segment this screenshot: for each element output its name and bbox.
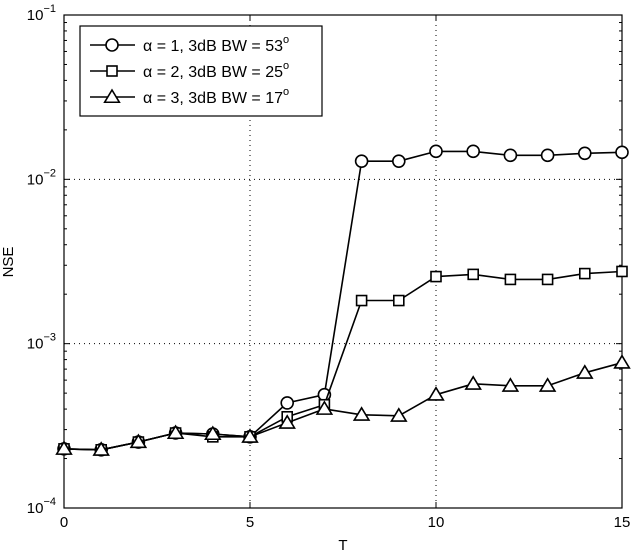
triangle-marker bbox=[204, 425, 222, 441]
series-line bbox=[63, 270, 623, 451]
triangle-marker bbox=[92, 441, 110, 456]
triangle-marker bbox=[390, 407, 408, 422]
series-2 bbox=[58, 265, 628, 456]
x-tick-label: 5 bbox=[246, 514, 254, 531]
square-marker bbox=[541, 273, 554, 286]
circle-marker bbox=[540, 148, 555, 163]
legend: α = 1, 3dB BW = 53o α = 2, 3dB BW = 25o α … bbox=[79, 25, 323, 117]
triangle-marker bbox=[576, 364, 594, 379]
series-1 bbox=[57, 144, 629, 457]
circle-marker bbox=[577, 146, 592, 161]
legend-label: α = 2, 3dB BW = 25o bbox=[143, 60, 289, 81]
square-marker bbox=[467, 268, 480, 281]
legend-item-1: α = 1, 3dB BW = 53o bbox=[90, 34, 289, 55]
circle-marker bbox=[503, 148, 518, 163]
x-tick-label: 0 bbox=[60, 514, 68, 531]
series-line bbox=[63, 361, 623, 451]
triangle-marker bbox=[55, 440, 73, 455]
triangle-marker bbox=[166, 424, 185, 440]
square-marker bbox=[355, 294, 368, 307]
square-marker bbox=[106, 65, 118, 77]
square-marker bbox=[504, 273, 517, 286]
y-tick-label: 10−1 bbox=[27, 3, 56, 24]
y-tick-label: 10−2 bbox=[27, 167, 56, 188]
triangle-marker bbox=[315, 400, 334, 415]
triangle-marker bbox=[538, 377, 557, 392]
square-marker bbox=[392, 294, 405, 307]
legend-label: α = 3, 3dB BW = 17o bbox=[143, 86, 289, 107]
triangle-marker bbox=[501, 377, 520, 392]
triangle-marker bbox=[464, 375, 482, 390]
legend-item-3: α = 3, 3dB BW = 17o bbox=[90, 86, 289, 107]
data-series bbox=[55, 144, 631, 457]
grid-lines bbox=[64, 15, 622, 508]
square-marker bbox=[430, 270, 442, 283]
y-axis-label: NSE bbox=[0, 247, 17, 278]
circle-marker bbox=[105, 38, 119, 52]
circle-marker bbox=[466, 144, 481, 159]
triangle-marker bbox=[427, 386, 445, 401]
legend-label: α = 1, 3dB BW = 53o bbox=[143, 34, 289, 55]
circle-marker bbox=[391, 154, 406, 168]
triangle-marker bbox=[103, 88, 121, 104]
plot-frame bbox=[63, 14, 623, 509]
triangle-marker bbox=[352, 406, 371, 421]
circle-marker bbox=[429, 144, 443, 159]
square-marker bbox=[578, 267, 591, 280]
triangle-marker bbox=[241, 428, 259, 443]
y-tick-label: 10−4 bbox=[27, 496, 56, 517]
series-line bbox=[63, 150, 623, 451]
circle-marker bbox=[615, 145, 629, 160]
series-3 bbox=[55, 354, 631, 456]
x-tick-label: 10 bbox=[428, 514, 445, 531]
triangle-marker bbox=[613, 354, 631, 369]
circle-marker bbox=[280, 396, 295, 410]
x-tick-label: 15 bbox=[614, 514, 631, 531]
square-marker bbox=[616, 265, 628, 278]
legend-item-2: α = 2, 3dB BW = 25o bbox=[90, 60, 289, 81]
circle-marker bbox=[354, 154, 369, 168]
axes: 0 5 10 15 10−1 10−2 10−3 10−4 bbox=[27, 3, 631, 531]
triangle-marker bbox=[278, 414, 296, 429]
triangle-marker bbox=[129, 433, 148, 449]
x-axis-label: T bbox=[338, 537, 347, 552]
y-tick-label: 10−3 bbox=[27, 332, 56, 353]
